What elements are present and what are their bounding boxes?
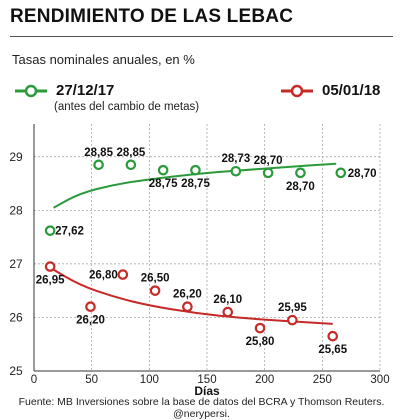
data-point-series2 bbox=[287, 314, 298, 326]
data-point-series1 bbox=[262, 167, 274, 179]
x-tick-label: 300 bbox=[370, 374, 389, 386]
data-label-series2: 26,20 bbox=[173, 289, 202, 301]
legend-label-series2: 05/01/18 bbox=[322, 82, 381, 99]
legend-swatch-series1 bbox=[15, 84, 47, 97]
data-point-series1 bbox=[335, 167, 347, 179]
x-tick-label: 0 bbox=[31, 374, 37, 386]
y-tick-label: 28 bbox=[9, 203, 23, 217]
title-divider bbox=[10, 36, 393, 37]
legend-item-series2: 05/01/18 bbox=[280, 82, 380, 99]
data-label-series1: 27,62 bbox=[55, 226, 84, 238]
data-point-series2 bbox=[222, 306, 234, 318]
chart-subtitle: Tasas nominales anuales, en % bbox=[12, 52, 195, 67]
data-point-series1 bbox=[44, 225, 56, 236]
data-label-series1: 28,70 bbox=[348, 168, 377, 180]
data-point-series2 bbox=[327, 330, 339, 342]
legend-label-series1: 27/12/17 bbox=[56, 82, 115, 99]
legend-note-series1: (antes del cambio de metas) bbox=[54, 101, 200, 113]
page-title: RENDIMIENTO DE LAS LEBAC bbox=[10, 6, 294, 27]
data-point-series2 bbox=[149, 285, 161, 296]
legend-swatch-series2 bbox=[281, 84, 313, 97]
data-label-series2: 26,20 bbox=[76, 315, 105, 327]
data-label-series2: 26,95 bbox=[36, 275, 65, 287]
x-tick-label: 250 bbox=[313, 374, 332, 386]
data-label-series1: 28,75 bbox=[149, 178, 178, 190]
x-tick-label: 100 bbox=[140, 374, 159, 386]
data-point-series2 bbox=[44, 261, 56, 272]
x-tick-label: 150 bbox=[197, 374, 216, 386]
legend-marker-series2 bbox=[290, 84, 304, 97]
data-point-series1 bbox=[93, 159, 104, 171]
x-tick-label: 200 bbox=[255, 374, 274, 386]
data-point-series1 bbox=[230, 165, 242, 177]
data-point-series2 bbox=[117, 269, 129, 280]
data-label-series2: 26,10 bbox=[213, 294, 242, 306]
data-point-series2 bbox=[182, 301, 193, 313]
x-tick-label: 50 bbox=[85, 374, 98, 386]
data-point-series1 bbox=[190, 164, 201, 176]
data-point-series1 bbox=[295, 167, 306, 179]
y-tick-label: 25 bbox=[9, 364, 23, 378]
data-label-series2: 26,50 bbox=[141, 273, 170, 285]
data-point-series1 bbox=[125, 159, 137, 171]
data-label-series2: 26,80 bbox=[89, 270, 118, 282]
data-label-series1: 28,73 bbox=[221, 153, 250, 165]
data-label-series2: 25,80 bbox=[246, 336, 275, 348]
data-label-series2: 25,65 bbox=[318, 344, 347, 356]
data-label-series1: 28,75 bbox=[181, 178, 210, 190]
data-point-series1 bbox=[157, 164, 169, 176]
trend-line-series1 bbox=[53, 162, 337, 209]
y-tick-label: 26 bbox=[9, 310, 23, 324]
data-label-series1: 28,70 bbox=[254, 155, 283, 167]
source-note: Fuente: MB Inversiones sobre la base de … bbox=[18, 396, 385, 420]
data-label-series1: 28,85 bbox=[116, 147, 145, 159]
legend-marker-series1 bbox=[24, 84, 38, 97]
data-point-series2 bbox=[254, 322, 266, 334]
chart-plot: 25 26 27 28 29 0 50 100 150 200 250 300 Días 27,62 28,… bbox=[9, 124, 390, 395]
data-label-series1: 28,85 bbox=[84, 147, 113, 159]
x-axis-title: Días bbox=[194, 384, 220, 395]
y-tick-label: 29 bbox=[9, 150, 23, 164]
data-point-series2 bbox=[85, 301, 96, 313]
y-tick-label: 27 bbox=[9, 257, 23, 271]
legend-item-series1: 27/12/17 bbox=[14, 82, 114, 99]
trend-line-series2 bbox=[49, 266, 333, 325]
data-label-series1: 28,70 bbox=[286, 181, 315, 193]
data-label-series2: 25,95 bbox=[278, 302, 307, 314]
